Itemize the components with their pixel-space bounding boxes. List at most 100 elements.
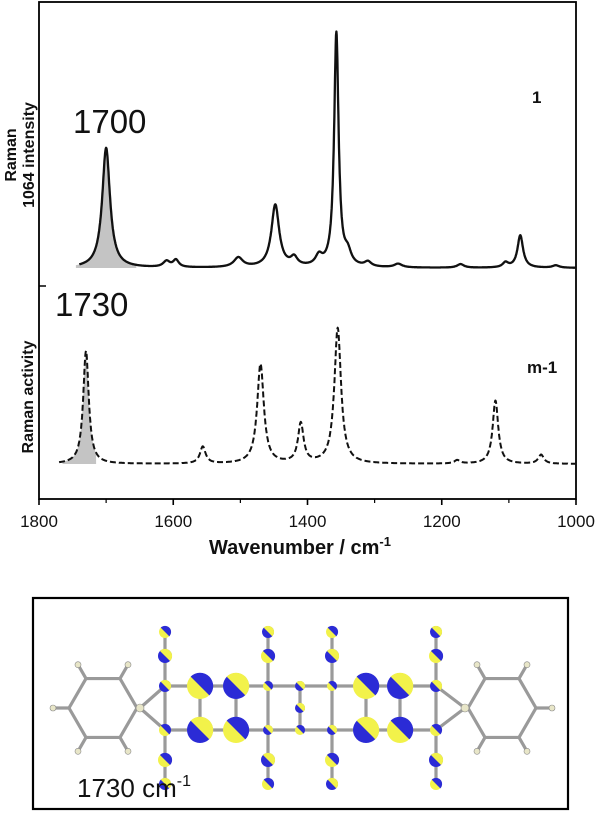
atom <box>49 704 57 712</box>
lobe-half <box>431 679 443 691</box>
atom <box>460 703 470 713</box>
lobe-half <box>190 672 214 696</box>
mode-label-sup: -1 <box>177 773 191 790</box>
displacement-lobe <box>325 752 340 767</box>
atom <box>523 748 531 755</box>
x-axis-title-sup: -1 <box>379 534 391 549</box>
displacement-lobe <box>223 672 250 699</box>
displacement-lobe <box>353 672 380 699</box>
displacement-lobe <box>430 723 443 736</box>
displacement-lobe <box>261 752 276 767</box>
lobe-half <box>263 777 275 789</box>
lobe-half <box>160 679 172 691</box>
lobe-half <box>430 752 444 766</box>
displacement-lobe <box>326 777 339 790</box>
displacement-lobe <box>430 777 443 790</box>
spectrum-line-calculated <box>58 326 577 465</box>
y-label-top-line2: 1064 intensity <box>21 102 38 208</box>
lobe-half <box>296 702 306 712</box>
x-tick-label-1400: 1400 <box>289 512 327 531</box>
peak-callout-1730: 1730 <box>55 286 128 323</box>
displacement-lobe <box>158 648 173 663</box>
x-tick-label-1200: 1200 <box>423 512 461 531</box>
mode-label-text: 1730 cm <box>77 773 177 803</box>
displacement-lobe <box>263 680 274 691</box>
displacement-lobe <box>263 724 274 735</box>
displacement-lobe <box>262 625 275 638</box>
inset-frame <box>31 596 570 811</box>
lobe-half <box>262 648 276 662</box>
displacement-lobe <box>295 724 306 735</box>
lobe-half <box>296 724 306 734</box>
displacement-lobe <box>187 716 214 743</box>
highlight-fills <box>62 148 137 464</box>
bond <box>118 706 139 740</box>
peak-callout-1700: 1700 <box>73 103 146 140</box>
displacement-lobe <box>295 702 306 713</box>
lobe-half <box>226 672 250 696</box>
mode-label: 1730 cm-1 <box>77 773 191 803</box>
displacement-lobe <box>429 752 444 767</box>
series-tag-m1: m-1 <box>527 358 557 377</box>
lobe-half <box>326 648 340 662</box>
displacement-lobe <box>325 648 340 663</box>
atom <box>135 703 145 713</box>
displacement-lobe <box>159 679 172 692</box>
lobe-half <box>356 716 380 740</box>
lobe-half <box>159 752 173 766</box>
lobe-half <box>159 648 173 662</box>
bond <box>517 676 538 710</box>
y-label-top-line1: Raman <box>3 128 20 181</box>
lobe-half <box>190 716 214 740</box>
lobe-half <box>327 777 339 789</box>
atom <box>523 661 531 668</box>
bond <box>67 676 88 710</box>
molecule-diagram <box>49 625 556 790</box>
atom <box>473 748 481 755</box>
lobe-half <box>390 672 414 696</box>
x-axis-title-text: Wavenumber / cm <box>209 537 379 559</box>
atom <box>124 748 132 755</box>
displacement-lobe <box>430 679 443 692</box>
lobe-half <box>160 777 172 789</box>
displacement-lobe <box>327 680 338 691</box>
lobe-half <box>160 723 172 735</box>
displacement-lobe <box>326 625 339 638</box>
displacement-lobe <box>187 672 214 699</box>
x-tick-label-1800: 1800 <box>20 512 58 531</box>
x-tick-label-1600: 1600 <box>154 512 192 531</box>
lobe-half <box>160 625 172 637</box>
lobe-half <box>326 752 340 766</box>
displacement-lobe <box>353 716 380 743</box>
plot-frame <box>38 1 577 500</box>
displacement-lobe <box>429 648 444 663</box>
bond <box>118 676 139 710</box>
lobe-half <box>356 672 380 696</box>
spectrum-line-experimental <box>78 30 577 269</box>
bond <box>466 676 487 710</box>
atom <box>74 661 82 668</box>
lobe-half <box>431 625 443 637</box>
highlight-peak-1700 <box>75 148 137 268</box>
x-axis-title: Wavenumber / cm-1 <box>209 534 391 559</box>
lobe-half <box>328 680 338 690</box>
displacement-lobe <box>387 716 414 743</box>
displacement-lobe <box>159 625 172 638</box>
atom <box>74 748 82 755</box>
x-ticks: 1800 1600 1400 1200 1000 <box>20 499 595 531</box>
lobe-half <box>431 777 443 789</box>
displacement-lobe <box>158 752 173 767</box>
mode-inset: 1730 cm-1 <box>31 596 570 811</box>
lobe-half <box>264 724 274 734</box>
series-tag-1: 1 <box>532 88 541 107</box>
lobe-half <box>262 752 276 766</box>
lobe-half <box>296 680 306 690</box>
bond <box>466 706 487 740</box>
lobe-half <box>390 716 414 740</box>
atom <box>473 661 481 668</box>
displacement-lobe <box>430 625 443 638</box>
bond <box>517 706 538 740</box>
x-tick-label-1000: 1000 <box>557 512 595 531</box>
displacement-lobe <box>159 777 172 790</box>
